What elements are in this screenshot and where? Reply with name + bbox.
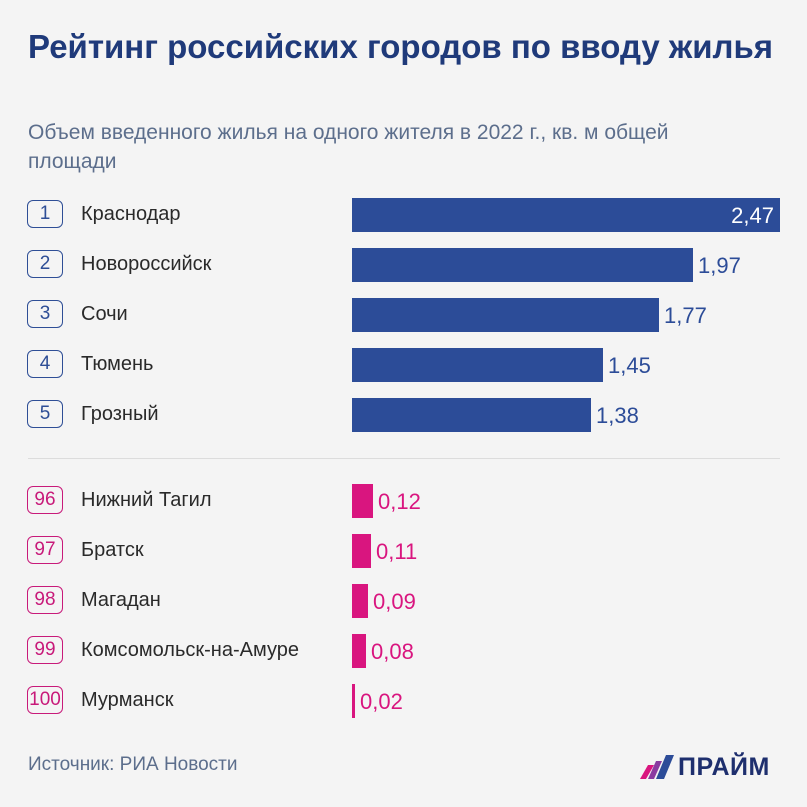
praim-logo: ПРАЙМ — [640, 752, 770, 782]
chart-row: 98 Магадан 0,09 — [0, 584, 807, 620]
bar — [352, 684, 355, 718]
chart-row: 2 Новороссийск 1,97 — [0, 248, 807, 284]
chart-row: 100 Мурманск 0,02 — [0, 684, 807, 720]
bar — [352, 348, 603, 382]
city-label: Краснодар — [81, 203, 181, 225]
rank-badge: 1 — [27, 200, 63, 228]
chart-title: Рейтинг российских городов по вводу жиль… — [28, 28, 774, 65]
rank-badge: 97 — [27, 536, 63, 564]
value-label: 1,38 — [596, 403, 639, 428]
city-label: Комсомольск-на-Амуре — [81, 639, 299, 661]
bar — [352, 398, 591, 432]
value-label: 0,02 — [360, 689, 403, 714]
value-label: 1,97 — [698, 253, 741, 278]
city-label: Сочи — [81, 303, 128, 325]
value-label: 2,47 — [731, 203, 774, 228]
city-label: Магадан — [81, 589, 161, 611]
bar — [352, 634, 366, 668]
rank-badge: 96 — [27, 486, 63, 514]
group-divider — [28, 458, 780, 459]
rank-badge: 2 — [27, 250, 63, 278]
praim-logo-icon — [640, 755, 674, 779]
city-label: Братск — [81, 539, 144, 561]
value-label: 0,12 — [378, 489, 421, 514]
city-label: Тюмень — [81, 353, 154, 375]
source-note: Источник: РИА Новости — [28, 754, 238, 775]
bar — [352, 484, 373, 518]
value-label: 1,77 — [664, 303, 707, 328]
city-label: Грозный — [81, 403, 159, 425]
chart-row: 5 Грозный 1,38 — [0, 398, 807, 434]
value-label: 1,45 — [608, 353, 651, 378]
chart-row: 3 Сочи 1,77 — [0, 298, 807, 334]
bar — [352, 298, 659, 332]
chart-subtitle: Объем введенного жилья на одного жителя … — [28, 121, 669, 173]
bar — [352, 584, 368, 618]
rank-badge: 100 — [27, 686, 63, 714]
bar — [352, 198, 780, 232]
city-label: Нижний Тагил — [81, 489, 212, 511]
value-label: 0,08 — [371, 639, 414, 664]
value-label: 0,09 — [373, 589, 416, 614]
bar — [352, 248, 693, 282]
city-label: Мурманск — [81, 689, 174, 711]
chart-row: 99 Комсомольск-на-Амуре 0,08 — [0, 634, 807, 670]
chart-row: 1 Краснодар 2,47 — [0, 198, 807, 234]
city-label: Новороссийск — [81, 253, 212, 275]
chart-row: 97 Братск 0,11 — [0, 534, 807, 570]
rank-badge: 99 — [27, 636, 63, 664]
rank-badge: 4 — [27, 350, 63, 378]
chart-row: 4 Тюмень 1,45 — [0, 348, 807, 384]
chart-row: 96 Нижний Тагил 0,12 — [0, 484, 807, 520]
rank-badge: 3 — [27, 300, 63, 328]
praim-logo-text: ПРАЙМ — [678, 752, 770, 781]
rank-badge: 98 — [27, 586, 63, 614]
bar — [352, 534, 371, 568]
rank-badge: 5 — [27, 400, 63, 428]
value-label: 0,11 — [376, 539, 418, 564]
